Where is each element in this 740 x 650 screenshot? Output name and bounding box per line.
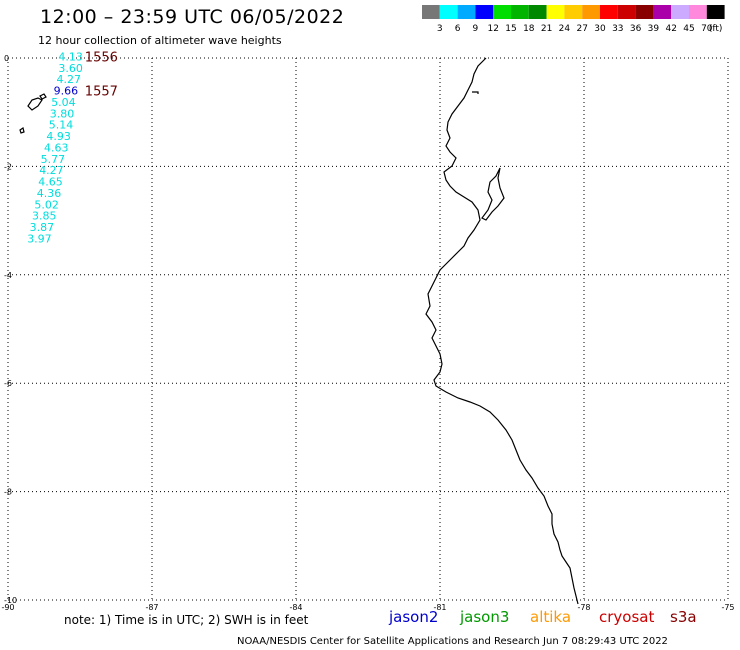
credit-footer: NOAA/NESDIS Center for Satellite Applica… [237,636,668,647]
scale-label: 9 [473,24,479,34]
swh-value: 3.80 [50,107,74,120]
scale-label: 27 [576,24,587,34]
swh-value: 9.66 [54,85,79,98]
map-title: 12:00 – 23:59 UTC 06/05/2022 [40,6,345,28]
y-tick-label: -4 [4,271,12,280]
swh-value: 4.13 [58,50,83,63]
scale-label: 45 [683,24,694,34]
island-santiago [39,93,47,100]
y-tick-label: -2 [4,162,12,171]
scale-label: 39 [648,24,660,34]
scale-label: 3 [437,24,443,34]
time-label: 1557 [85,85,118,100]
scale-swatch [635,5,654,19]
swh-value: 4.27 [39,164,64,177]
swh-value: 3.87 [30,221,54,234]
scale-label: 12 [487,24,498,34]
swh-value: 3.85 [32,210,57,223]
scale-swatch [528,5,547,19]
x-tick-label: -81 [433,603,446,612]
swh-value: 4.27 [56,73,80,86]
x-tick-label: -90 [1,603,14,612]
x-tick-label: -84 [289,603,302,612]
swh-value: 5.14 [49,119,74,132]
swh-value: 4.63 [44,141,69,154]
scale-swatch [457,5,476,19]
scale-label: 30 [594,24,606,34]
time-label: 1556 [85,50,118,65]
island-san-cristobal [19,127,25,134]
note-text: note: 1) Time is in UTC; 2) SWH is in fe… [64,613,309,627]
satellite-jason3: jason3 [460,608,510,626]
swh-value: 3.97 [27,232,52,245]
island-isabela [27,97,43,111]
x-tick-label: -78 [577,603,590,612]
x-tick-label: -87 [145,603,158,612]
y-tick-label: -8 [4,488,12,497]
scale-label: 33 [612,24,623,34]
scale-label: 21 [541,24,552,34]
scale-swatch [600,5,618,19]
swh-value: 4.36 [37,187,62,200]
map-subtitle: 12 hour collection of altimeter wave hei… [38,34,282,47]
scale-swatch [689,5,707,19]
scale-label: 70 [701,24,713,34]
y-tick-label: -10 [4,596,17,605]
scale-label: 36 [630,24,642,34]
swh-value: 5.77 [41,153,66,166]
scale-label: 24 [559,24,571,34]
scale-swatch [617,5,636,19]
color-scale-legend: 3 6 9 12 15 18 21 24 27 30 33 36 39 42 45 70(ft) [422,5,725,34]
scale-unit: (ft) [709,24,723,34]
satellite-s3a: s3a [670,608,697,626]
y-tick-label: 0 [4,54,9,63]
scale-label: 42 [665,24,676,34]
scale-swatch [511,5,529,19]
scale-swatch [564,5,583,19]
scale-swatch [475,5,494,19]
coastline [19,57,579,605]
scale-swatch [653,5,672,19]
swh-value: 5.02 [34,198,59,211]
scale-label: 15 [505,24,516,34]
swh-value: 3.60 [58,62,83,75]
satellite-cryosat: cryosat [599,608,655,626]
swh-value: 4.93 [46,130,71,143]
axis-tick-labels: -90 -87 -84 -81 -78 -75 0 -2 -4 -6 -8 -10 [1,54,734,612]
scale-swatch [439,5,458,19]
swh-value: 5.04 [51,96,75,109]
x-tick-label: -75 [721,603,734,612]
scale-swatch [706,5,725,19]
map-grid [7,57,729,601]
swh-readings: 4.133.604.279.665.043.805.144.934.635.77… [27,50,118,245]
swh-value: 4.65 [38,176,63,189]
y-tick-label: -6 [4,379,12,388]
scale-swatch [422,5,440,19]
scale-swatch [671,5,689,19]
scale-label: 6 [455,24,461,34]
satellite-altika: altika [530,608,572,626]
scale-swatch [546,5,565,19]
satellite-jason2: jason2 [389,608,439,626]
scale-swatch [582,5,600,19]
scale-swatch [493,5,511,19]
scale-label: 18 [523,24,535,34]
